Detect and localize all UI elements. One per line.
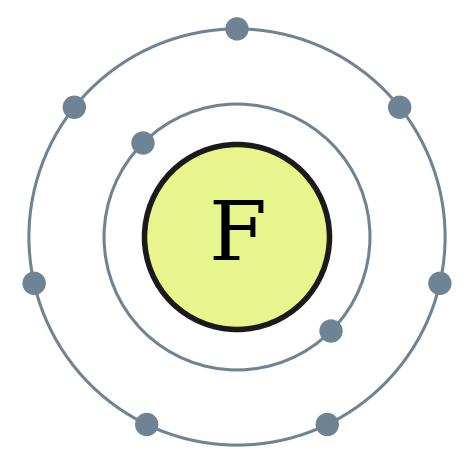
Text: F: F [208, 197, 266, 277]
Circle shape [320, 320, 342, 342]
Circle shape [132, 132, 154, 154]
Circle shape [23, 273, 45, 294]
Circle shape [389, 96, 410, 118]
Circle shape [145, 145, 329, 329]
Circle shape [316, 413, 338, 436]
Circle shape [226, 18, 248, 40]
Circle shape [429, 273, 451, 294]
Circle shape [136, 413, 158, 436]
Circle shape [64, 96, 85, 118]
